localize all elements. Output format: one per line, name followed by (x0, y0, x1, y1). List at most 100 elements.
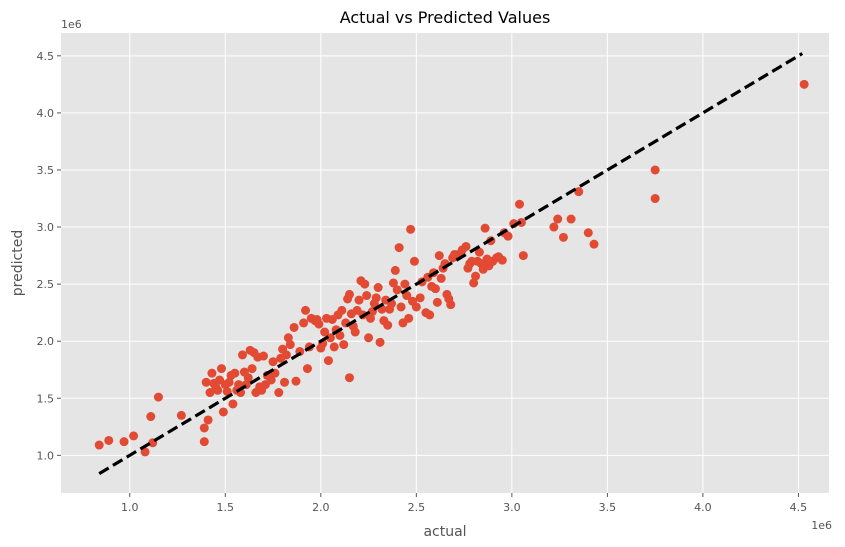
x-axis-offset-label: 1e6 (811, 519, 832, 532)
data-point (553, 214, 563, 224)
data-point (218, 407, 228, 417)
y-tick-label: 4.5 (37, 50, 55, 63)
data-point (344, 373, 354, 383)
data-point (247, 364, 257, 374)
x-tick-label: 1.5 (217, 501, 235, 514)
data-point (650, 165, 660, 175)
data-point (350, 327, 360, 337)
data-point (402, 291, 412, 301)
data-point (176, 410, 186, 420)
data-point (430, 284, 440, 294)
data-point (302, 364, 312, 374)
x-tick-label: 4.5 (790, 501, 808, 514)
data-point (415, 293, 425, 303)
data-point (589, 239, 599, 249)
data-point (280, 377, 290, 387)
data-point (325, 333, 335, 343)
data-point (230, 368, 240, 378)
data-point (228, 399, 238, 409)
data-point (515, 199, 525, 209)
data-point (558, 232, 568, 242)
data-point (266, 375, 276, 385)
x-tick-label: 3.5 (599, 501, 617, 514)
data-point (371, 293, 381, 303)
data-point (583, 228, 593, 238)
data-point (503, 231, 513, 241)
data-point (474, 247, 484, 257)
x-axis-label: actual (423, 524, 466, 540)
grid-lines (61, 33, 829, 493)
data-point (390, 265, 400, 275)
data-point (574, 187, 584, 197)
scatter-points (94, 79, 809, 457)
data-point (146, 412, 156, 422)
data-point (216, 364, 226, 374)
data-point (243, 373, 253, 383)
data-point (299, 318, 309, 328)
data-point (799, 79, 809, 89)
data-point (119, 437, 129, 447)
chart-title: Actual vs Predicted Values (340, 8, 551, 27)
x-tick-label: 2.0 (312, 501, 330, 514)
data-point (291, 376, 301, 386)
data-point (354, 295, 364, 305)
reference-line (98, 52, 804, 475)
data-point (94, 440, 104, 450)
data-point (129, 431, 139, 441)
y-tick-label: 3.5 (37, 164, 55, 177)
data-point (404, 313, 414, 323)
y-axis-label: predicted (10, 230, 26, 296)
data-point (360, 279, 370, 289)
y-axis-ticks: 1.0 1.5 2.0 2.5 3.0 3.5 4.0 4.5 (37, 50, 61, 462)
y-tick-label: 3.0 (37, 221, 55, 234)
data-point (285, 340, 295, 350)
y-tick-label: 1.5 (37, 392, 55, 405)
y-tick-label: 4.0 (37, 107, 55, 120)
data-point (274, 388, 284, 398)
data-point (283, 333, 293, 343)
data-point (406, 224, 416, 234)
data-point (480, 223, 490, 233)
x-tick-label: 4.0 (694, 501, 712, 514)
data-point (207, 368, 217, 378)
data-point (362, 291, 372, 301)
data-point (335, 330, 345, 340)
data-point (104, 435, 114, 445)
data-point (469, 278, 479, 288)
data-point (549, 222, 559, 232)
y-tick-label: 2.5 (37, 278, 55, 291)
data-point (409, 256, 419, 266)
data-point (153, 392, 163, 402)
x-axis-ticks: 1.0 1.5 2.0 2.5 3.0 3.5 4.0 4.5 (121, 493, 807, 514)
x-tick-label: 1.0 (121, 501, 139, 514)
data-point (396, 302, 406, 312)
data-point (201, 377, 211, 387)
data-point (314, 319, 324, 329)
data-point (461, 241, 471, 251)
data-point (364, 333, 374, 343)
data-point (388, 278, 398, 288)
x-tick-label: 3.0 (503, 501, 521, 514)
data-point (411, 302, 421, 312)
data-point (213, 385, 223, 395)
data-point (516, 217, 526, 227)
data-point (518, 251, 528, 261)
data-point (383, 320, 393, 330)
data-point (234, 380, 244, 390)
data-point (268, 357, 278, 367)
data-point (650, 194, 660, 204)
data-point (471, 271, 481, 281)
data-point (566, 214, 576, 224)
data-point (432, 297, 442, 307)
data-point (203, 415, 213, 425)
data-point (222, 386, 232, 396)
data-point (365, 313, 375, 323)
data-point (436, 273, 446, 283)
data-point (301, 305, 311, 315)
y-axis-offset-label: 1e6 (61, 18, 82, 31)
data-point (259, 351, 269, 361)
data-point (281, 350, 291, 360)
data-point (205, 388, 215, 398)
data-point (329, 342, 339, 352)
